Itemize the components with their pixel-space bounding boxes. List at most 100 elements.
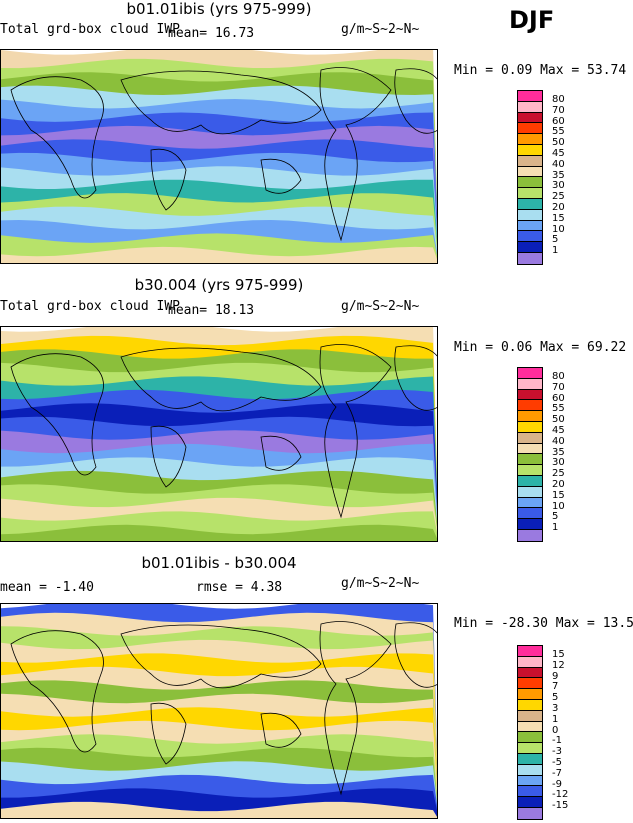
legend-tick-label: 80 bbox=[552, 371, 565, 382]
panel1-legend-labels: 80 70 60 55 50 45 40 35 30 25 20 15 10 5 1 bbox=[552, 94, 565, 257]
legend-swatch bbox=[518, 242, 542, 253]
legend-tick-label: 10 bbox=[552, 500, 565, 512]
panel2-variable: Total grd-box cloud IWP bbox=[0, 299, 181, 314]
panel1-variable: Total grd-box cloud IWP bbox=[0, 22, 181, 37]
panel2-units: g/m~S~2~N~ bbox=[341, 299, 420, 314]
legend-tick-label: 25 bbox=[552, 191, 565, 203]
panel2-mean: mean= 18.13 bbox=[168, 303, 255, 318]
coastline bbox=[394, 622, 437, 688]
panel3-mean: mean = -1.40 bbox=[0, 580, 94, 595]
legend-swatch bbox=[518, 155, 542, 167]
legend-swatch bbox=[518, 519, 542, 530]
legend-swatch bbox=[518, 454, 542, 466]
legend-swatch bbox=[518, 465, 542, 476]
legend-tick-label: 1 bbox=[552, 522, 559, 534]
legend-swatch bbox=[518, 807, 542, 819]
legend-swatch bbox=[518, 656, 542, 668]
coastline bbox=[260, 435, 302, 471]
legend-swatch bbox=[518, 378, 542, 390]
legend-swatch bbox=[518, 786, 542, 798]
legend-tick-label: 30 bbox=[552, 457, 565, 469]
panel2-legend-labels: 80 70 60 55 50 45 40 35 30 25 20 15 10 5 1 bbox=[552, 371, 565, 534]
legend-tick-label: 20 bbox=[552, 201, 565, 213]
legend-tick-label: -7 bbox=[552, 767, 562, 779]
legend-swatch bbox=[518, 732, 542, 744]
panel3-units: g/m~S~2~N~ bbox=[341, 576, 420, 591]
panel2-legend-bar bbox=[517, 367, 543, 542]
coastline bbox=[319, 621, 392, 796]
panel2-minmax: Min = 0.06 Max = 69.22 bbox=[454, 340, 627, 355]
field-band bbox=[1, 801, 437, 818]
legend-tick-label: 15 bbox=[552, 489, 565, 501]
legend-tick-label: 30 bbox=[552, 180, 565, 192]
legend-tick-label: -5 bbox=[552, 756, 562, 768]
legend-tick-label: 55 bbox=[552, 126, 565, 138]
legend-swatch bbox=[518, 112, 542, 124]
legend-swatch bbox=[518, 134, 542, 145]
legend-tick-label: 45 bbox=[552, 147, 565, 159]
panel2-title: b30.004 (yrs 975-999) bbox=[134, 276, 304, 294]
season-label: DJF bbox=[509, 6, 555, 34]
panel3-minmax: Min = -28.30 Max = 13.59 bbox=[454, 616, 633, 631]
legend-tick-label: 50 bbox=[552, 414, 565, 426]
panel3-field bbox=[1, 604, 437, 818]
legend-tick-label: 70 bbox=[552, 104, 565, 116]
panel1-mean: mean= 16.73 bbox=[168, 26, 255, 41]
legend-swatch bbox=[518, 400, 542, 412]
legend-tick-label: -3 bbox=[552, 746, 562, 758]
legend-tick-label: 0 bbox=[552, 724, 559, 736]
legend-swatch bbox=[518, 508, 542, 520]
legend-tick-label: 35 bbox=[552, 446, 565, 458]
field-band bbox=[1, 524, 437, 541]
panel3-legend-labels: 15 12 9 7 5 3 1 0 -1 -3 -5 -7 -9 -12 -15 bbox=[552, 649, 569, 812]
coastline bbox=[150, 425, 187, 488]
panel1-field bbox=[1, 50, 437, 263]
legend-swatch bbox=[518, 123, 542, 135]
panel1-units: g/m~S~2~N~ bbox=[341, 22, 420, 37]
legend-tick-label: 5 bbox=[552, 234, 559, 246]
legend-tick-label: 70 bbox=[552, 381, 565, 393]
legend-swatch bbox=[518, 678, 542, 690]
legend-swatch bbox=[518, 101, 542, 113]
legend-swatch bbox=[518, 721, 542, 733]
legend-swatch bbox=[518, 421, 542, 433]
legend-tick-label: 12 bbox=[552, 659, 565, 671]
legend-tick-label: -15 bbox=[552, 800, 569, 812]
panel2-field bbox=[1, 327, 437, 541]
legend-swatch bbox=[518, 699, 542, 711]
legend-swatch bbox=[518, 743, 542, 754]
legend-swatch bbox=[518, 144, 542, 156]
legend-swatch bbox=[518, 220, 542, 232]
legend-swatch bbox=[518, 389, 542, 401]
legend-tick-label: 9 bbox=[552, 670, 559, 682]
legend-tick-label: 20 bbox=[552, 478, 565, 490]
legend-swatch bbox=[518, 667, 542, 679]
field-band bbox=[1, 246, 437, 263]
legend-swatch bbox=[518, 497, 542, 509]
legend-swatch bbox=[518, 177, 542, 189]
legend-swatch bbox=[518, 443, 542, 455]
legend-swatch bbox=[518, 475, 542, 487]
panel3-legend-bar bbox=[517, 645, 543, 820]
coastline bbox=[120, 624, 322, 689]
legend-swatch bbox=[518, 775, 542, 787]
panel2-map bbox=[0, 326, 438, 542]
legend-swatch bbox=[518, 231, 542, 243]
coastline bbox=[394, 345, 437, 411]
panel1-minmax: Min = 0.09 Max = 53.74 bbox=[454, 63, 627, 78]
coastline bbox=[120, 347, 322, 412]
legend-tick-label: 1 bbox=[552, 245, 559, 257]
legend-swatch bbox=[518, 198, 542, 210]
legend-swatch bbox=[518, 91, 542, 102]
legend-tick-label: -12 bbox=[552, 789, 569, 801]
legend-tick-label: 40 bbox=[552, 158, 565, 170]
legend-swatch bbox=[518, 209, 542, 221]
legend-tick-label: 60 bbox=[552, 392, 565, 404]
legend-tick-label: 15 bbox=[552, 212, 565, 224]
legend-tick-label: 45 bbox=[552, 424, 565, 436]
legend-swatch bbox=[518, 486, 542, 498]
legend-swatch bbox=[518, 710, 542, 722]
legend-swatch bbox=[518, 797, 542, 808]
legend-swatch bbox=[518, 432, 542, 444]
legend-swatch bbox=[518, 252, 542, 264]
